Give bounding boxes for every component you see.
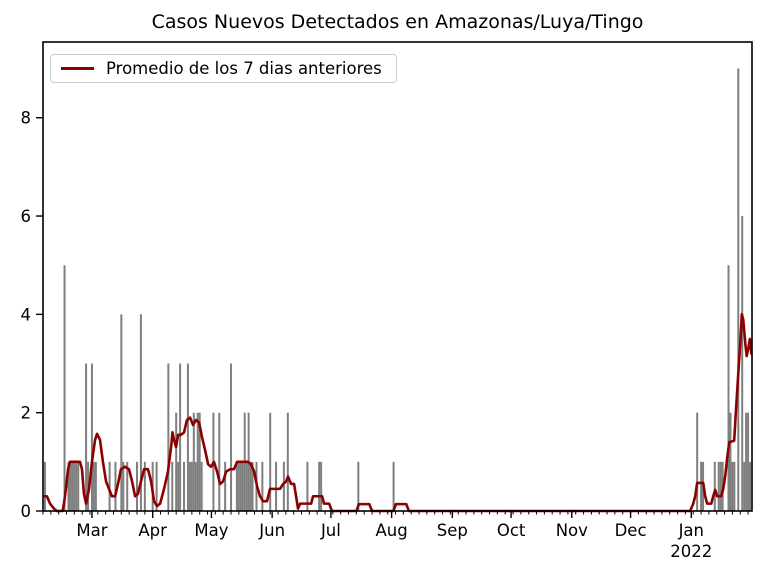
- bar: [357, 461, 360, 511]
- y-tick-label: 8: [21, 109, 32, 128]
- x-tick-label: Jun: [258, 521, 285, 540]
- x-tick-label: Dec: [615, 521, 647, 540]
- bar: [275, 461, 278, 511]
- bar: [727, 265, 730, 511]
- bar: [155, 461, 158, 511]
- axes-spines: [42, 41, 753, 512]
- bar: [261, 461, 264, 511]
- bar: [171, 461, 174, 511]
- x-tick-label: Jan: [678, 521, 704, 540]
- x-tick-label: Sep: [437, 521, 468, 540]
- bar: [143, 461, 146, 511]
- bar: [729, 412, 732, 511]
- bar: [73, 461, 76, 511]
- bar: [745, 412, 748, 511]
- bar: [192, 412, 195, 511]
- bar: [75, 461, 78, 511]
- y-tick-label: 4: [21, 305, 32, 324]
- bar: [717, 461, 720, 511]
- bar: [249, 461, 252, 511]
- bar: [239, 461, 242, 511]
- x-axis: [91, 511, 692, 518]
- bar: [269, 412, 272, 511]
- bar: [71, 461, 74, 511]
- bar: [245, 461, 248, 511]
- bar: [196, 412, 199, 511]
- bar: [92, 461, 95, 511]
- x-minor-ticks: [42, 511, 749, 515]
- bar: [237, 461, 240, 511]
- bar: [94, 461, 97, 511]
- legend-label: Promedio de los 7 dias anteriores: [106, 59, 382, 78]
- bar: [69, 461, 72, 511]
- x-tick-label: Apr: [138, 521, 167, 540]
- chart-title: Casos Nuevos Detectados en Amazonas/Luya…: [151, 11, 644, 33]
- bar: [700, 461, 703, 511]
- bar: [167, 363, 170, 511]
- y-tick-label: 0: [21, 502, 32, 521]
- bar: [737, 68, 740, 512]
- bar: [286, 412, 289, 511]
- bar: [318, 461, 321, 511]
- bar: [731, 461, 734, 511]
- bar: [183, 461, 186, 511]
- bar: [63, 265, 66, 511]
- y-tick-label: 2: [21, 404, 32, 423]
- bar: [306, 461, 309, 511]
- bar: [200, 461, 203, 511]
- bar: [218, 412, 221, 511]
- x-tick-label: Oct: [497, 521, 526, 540]
- x-tick-label: Mar: [76, 521, 107, 540]
- bar: [224, 461, 227, 511]
- y-tick-label: 6: [21, 207, 32, 226]
- bar: [186, 363, 189, 511]
- bar: [198, 412, 201, 511]
- bar: [175, 412, 178, 511]
- bar: [122, 461, 125, 511]
- x-tick-label: Aug: [376, 521, 408, 540]
- bar: [719, 461, 722, 511]
- bar: [177, 461, 180, 511]
- bar: [241, 461, 244, 511]
- bar: [743, 461, 746, 511]
- bar: [282, 461, 285, 511]
- bar: [190, 461, 193, 511]
- bars-group: [43, 68, 752, 512]
- bar: [194, 461, 197, 511]
- bar: [108, 461, 111, 511]
- bar: [90, 363, 93, 511]
- bar: [77, 461, 80, 511]
- bar: [126, 461, 129, 511]
- bar: [43, 461, 46, 511]
- x-tick-label: May: [194, 521, 228, 540]
- bar: [67, 461, 70, 511]
- x-tick-label: Jul: [320, 521, 341, 540]
- bar: [741, 216, 744, 511]
- y-axis: [36, 117, 43, 512]
- bar: [747, 412, 750, 511]
- bar: [713, 461, 716, 511]
- bar: [235, 461, 238, 511]
- bar: [139, 314, 142, 511]
- bar: [392, 461, 395, 511]
- bar: [85, 363, 88, 511]
- bar: [179, 363, 182, 511]
- bar: [320, 461, 323, 511]
- bar: [230, 363, 233, 511]
- x-tick-year-label: 2022: [670, 542, 712, 561]
- bar: [696, 412, 699, 511]
- avg-line: [43, 313, 753, 513]
- bar: [749, 461, 752, 511]
- bar: [251, 461, 254, 511]
- bar: [114, 461, 117, 511]
- legend-line-sample-icon: [61, 67, 94, 70]
- bar: [733, 461, 736, 511]
- x-tick-label: Nov: [556, 521, 588, 540]
- bar: [188, 461, 191, 511]
- bar: [120, 314, 123, 511]
- bar: [136, 461, 139, 511]
- legend: Promedio de los 7 dias anteriores: [50, 54, 397, 83]
